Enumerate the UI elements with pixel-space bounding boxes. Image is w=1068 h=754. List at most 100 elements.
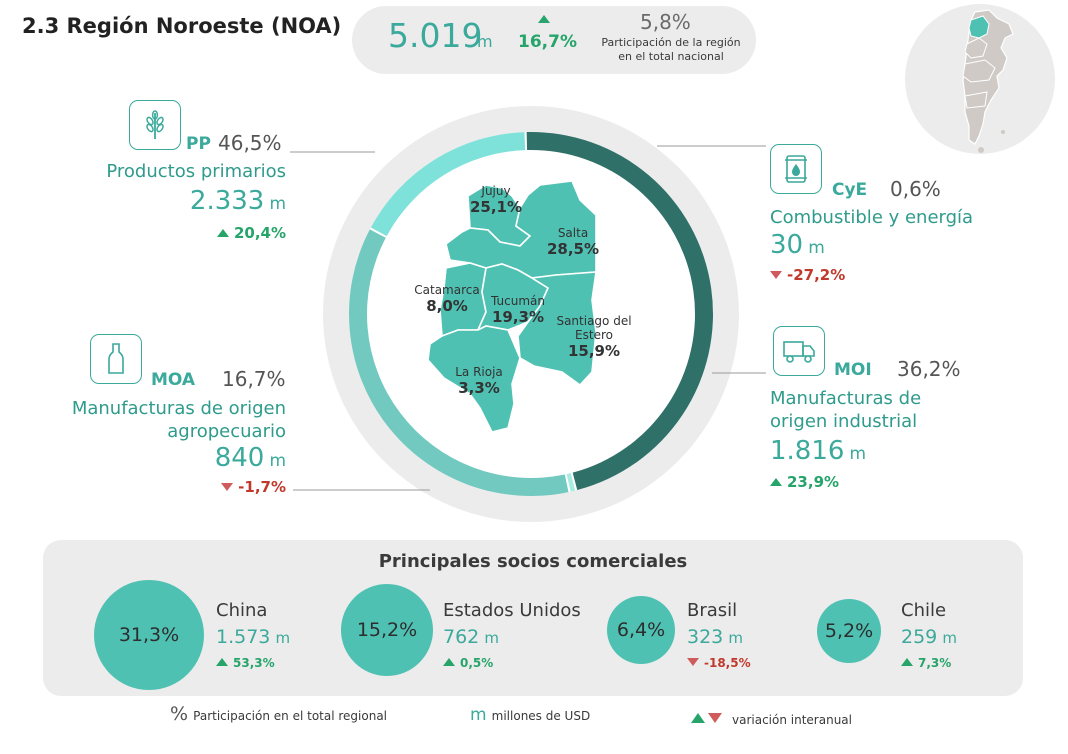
partner-value-row-chile: 259 m bbox=[901, 626, 957, 648]
province-salta bbox=[445, 180, 597, 279]
total-export-unit: m bbox=[477, 32, 493, 51]
share-caption-line1: Participación de la región bbox=[601, 36, 741, 49]
moi-variation: 23,9% bbox=[787, 473, 840, 491]
legend-variation: variación interanual bbox=[691, 709, 852, 728]
oil-barrel-icon bbox=[785, 155, 807, 183]
partner-bubble-estados-unidos: 15,2% bbox=[341, 584, 433, 676]
cye-variation: -27,2% bbox=[787, 266, 846, 284]
pp-unit: m bbox=[269, 194, 286, 214]
legend-share-label: Participación en el total regional bbox=[193, 709, 388, 723]
legend-share-symbol: % bbox=[170, 703, 189, 725]
moi-code: MOI bbox=[834, 360, 872, 380]
province-santiago-del-estero bbox=[517, 271, 597, 387]
cye-name: Combustible y energía bbox=[770, 207, 974, 228]
down-arrow-icon bbox=[687, 658, 699, 666]
noa-provinces-map bbox=[427, 180, 597, 433]
down-arrow-icon bbox=[708, 713, 722, 723]
legend-unit: m millones de USD bbox=[470, 705, 590, 725]
moi-variation-row: 23,9% bbox=[770, 473, 839, 491]
partner-name-estados-unidos: Estados Unidos bbox=[443, 600, 581, 621]
partner-name-brasil: Brasil bbox=[687, 600, 738, 621]
exports-donut-chart bbox=[290, 106, 766, 522]
total-export-value: 5.019 bbox=[388, 16, 483, 55]
partner-variation-brasil: -18,5% bbox=[687, 656, 751, 670]
pp-value-row: 2.333 m bbox=[150, 186, 286, 216]
bottle-icon bbox=[108, 343, 124, 374]
moi-value: 1.816 bbox=[770, 436, 845, 466]
legend-variation-label: variación interanual bbox=[732, 713, 852, 727]
cye-icon-box bbox=[770, 144, 822, 194]
moa-variation-row: -1,7% bbox=[180, 478, 286, 496]
legend-unit-symbol: m bbox=[470, 705, 487, 725]
down-arrow-icon bbox=[770, 271, 782, 279]
province-label-catamarca: Catamarca 8,0% bbox=[414, 283, 480, 315]
cye-share: 0,6% bbox=[890, 177, 941, 201]
up-arrow-icon bbox=[216, 229, 229, 237]
moa-unit: m bbox=[269, 451, 286, 471]
province-label-la-rioja: La Rioja 3,3% bbox=[455, 365, 503, 397]
argentina-map-icon bbox=[962, 9, 1014, 153]
wheat-icon bbox=[146, 110, 164, 139]
donut-segment-moa bbox=[370, 132, 526, 237]
pp-variation-row: 20,4% bbox=[160, 224, 286, 242]
partner-name-chile: Chile bbox=[901, 600, 947, 621]
pp-name: Productos primarios bbox=[106, 161, 286, 182]
national-share-value: 5,8% bbox=[640, 10, 691, 34]
moi-share: 36,2% bbox=[897, 357, 961, 381]
total-variation: 16,7% bbox=[518, 32, 577, 52]
cye-value: 30 bbox=[770, 230, 804, 260]
province-label-santiago-del-estero: Santiago del Estero 15,9% bbox=[556, 314, 632, 360]
province-label-jujuy: Jujuy 25,1% bbox=[469, 184, 523, 216]
up-arrow-icon bbox=[770, 478, 782, 486]
partner-value-row-estados-unidos: 762 m bbox=[443, 626, 499, 648]
moa-icon-box bbox=[90, 334, 142, 384]
partner-name-china: China bbox=[216, 600, 268, 621]
partner-bubble-chile: 5,2% bbox=[817, 599, 881, 663]
up-arrow-icon bbox=[443, 658, 455, 666]
pp-code: PP bbox=[186, 134, 211, 154]
page-title: 2.3 Región Noroeste (NOA) bbox=[22, 14, 342, 38]
pp-value: 2.333 bbox=[189, 186, 265, 216]
province-label-tucuman: Tucumán 19,3% bbox=[491, 294, 545, 326]
province-la-rioja bbox=[427, 325, 521, 433]
up-arrow-icon bbox=[901, 658, 913, 666]
moa-value: 840 bbox=[214, 443, 265, 473]
moi-name-line1: Manufacturas de bbox=[770, 388, 922, 409]
partner-value-row-china: 1.573 m bbox=[216, 626, 291, 648]
moa-name: Manufacturas de origen agropecuario bbox=[40, 397, 286, 443]
cye-code: CyE bbox=[832, 180, 868, 200]
pp-icon-box bbox=[129, 100, 181, 150]
province-label-salta: Salta 28,5% bbox=[546, 226, 600, 258]
partner-variation-china: 53,3% bbox=[216, 656, 275, 670]
moi-icon-box bbox=[773, 326, 825, 376]
partner-variation-estados-unidos: 0,5% bbox=[443, 656, 493, 670]
partner-variation-chile: 7,3% bbox=[901, 656, 951, 670]
moa-name-line1: Manufacturas de origen bbox=[71, 398, 286, 419]
moi-value-row: 1.816 m bbox=[770, 436, 866, 466]
partner-bubble-brasil: 6,4% bbox=[607, 596, 675, 664]
moi-name: Manufacturas de origen industrial bbox=[770, 387, 921, 433]
moi-unit: m bbox=[849, 444, 867, 464]
up-arrow-icon bbox=[538, 15, 550, 23]
partner-value-row-brasil: 323 m bbox=[687, 626, 743, 648]
share-caption-line2: en el total nacional bbox=[618, 50, 724, 63]
moa-value-row: 840 m bbox=[150, 443, 286, 473]
moa-variation: -1,7% bbox=[238, 478, 286, 496]
moa-share: 16,7% bbox=[222, 367, 286, 391]
up-arrow-icon bbox=[691, 713, 705, 723]
legend-unit-label: millones de USD bbox=[491, 709, 591, 723]
moa-name-line2: agropecuario bbox=[167, 421, 286, 442]
moa-code: MOA bbox=[151, 370, 196, 390]
summary-pill bbox=[352, 6, 756, 74]
national-share-caption: Participación de la región en el total n… bbox=[586, 36, 756, 64]
truck-icon bbox=[783, 341, 815, 363]
donut-segment-moi bbox=[349, 229, 569, 497]
pp-share: 46,5% bbox=[218, 131, 282, 155]
pp-variation: 20,4% bbox=[233, 224, 286, 242]
moi-name-line2: origen industrial bbox=[770, 411, 918, 432]
partner-bubble-china: 31,3% bbox=[94, 580, 204, 690]
legend-share: % Participación en el total regional bbox=[170, 703, 387, 725]
argentina-locator-map bbox=[905, 4, 1055, 154]
cye-variation-row: -27,2% bbox=[770, 266, 845, 284]
donut-segment-cye bbox=[566, 473, 576, 492]
